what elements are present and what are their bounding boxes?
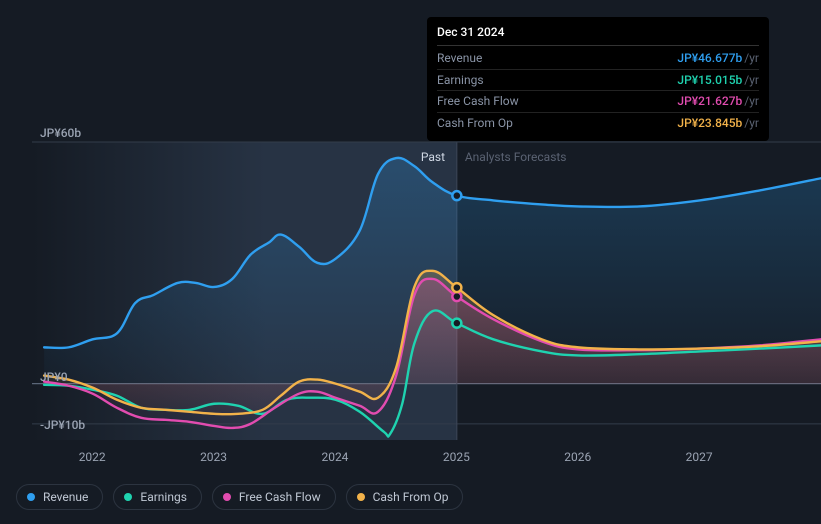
past-section-label: Past: [421, 150, 445, 164]
x-axis-label: 2023: [200, 450, 227, 464]
forecast-section-label: Analysts Forecasts: [465, 150, 567, 164]
legend-item-label: Revenue: [43, 490, 88, 504]
legend-dot-icon: [27, 493, 35, 501]
data-tooltip: Dec 31 2024 Revenue JP¥46.677b/yr Earnings…: [427, 17, 769, 141]
x-axis-label: 2027: [686, 450, 713, 464]
tooltip-row-label: Revenue: [437, 51, 482, 65]
y-axis-label: JP¥0: [40, 370, 68, 384]
x-axis-label: 2024: [321, 450, 348, 464]
tooltip-row-value: JP¥21.627b/yr: [677, 94, 759, 108]
legend-item-fcf[interactable]: Free Cash Flow: [212, 484, 336, 510]
legend-item-earnings[interactable]: Earnings: [113, 484, 202, 510]
legend-item-label: Free Cash Flow: [239, 490, 321, 504]
tooltip-row-label: Earnings: [437, 73, 484, 87]
y-axis-label: -JP¥10b: [40, 418, 85, 432]
legend-item-revenue[interactable]: Revenue: [16, 484, 103, 510]
tooltip-date: Dec 31 2024: [437, 25, 759, 46]
tooltip-row-label: Cash From Op: [437, 116, 513, 130]
tooltip-row: Cash From Op JP¥23.845b/yr: [437, 113, 759, 133]
legend-item-label: Cash From Op: [373, 490, 449, 504]
tooltip-row: Free Cash Flow JP¥21.627b/yr: [437, 91, 759, 112]
tooltip-row: Revenue JP¥46.677b/yr: [437, 48, 759, 69]
legend-dot-icon: [124, 493, 132, 501]
tooltip-row-value: JP¥15.015b/yr: [677, 73, 759, 87]
tooltip-row: Earnings JP¥15.015b/yr: [437, 70, 759, 91]
legend-item-label: Earnings: [140, 490, 187, 504]
x-axis-label: 2026: [564, 450, 591, 464]
legend-dot-icon: [223, 493, 231, 501]
tooltip-row-label: Free Cash Flow: [437, 94, 519, 108]
x-axis-label: 2025: [443, 450, 470, 464]
x-axis-label: 2022: [79, 450, 106, 464]
tooltip-row-value: JP¥46.677b/yr: [677, 51, 759, 65]
chart-legend: Revenue Earnings Free Cash Flow Cash From O…: [16, 484, 463, 510]
legend-item-cfo[interactable]: Cash From Op: [346, 484, 464, 510]
tooltip-row-value: JP¥23.845b/yr: [677, 116, 759, 130]
y-axis-label: JP¥60b: [40, 126, 81, 140]
legend-dot-icon: [357, 493, 365, 501]
